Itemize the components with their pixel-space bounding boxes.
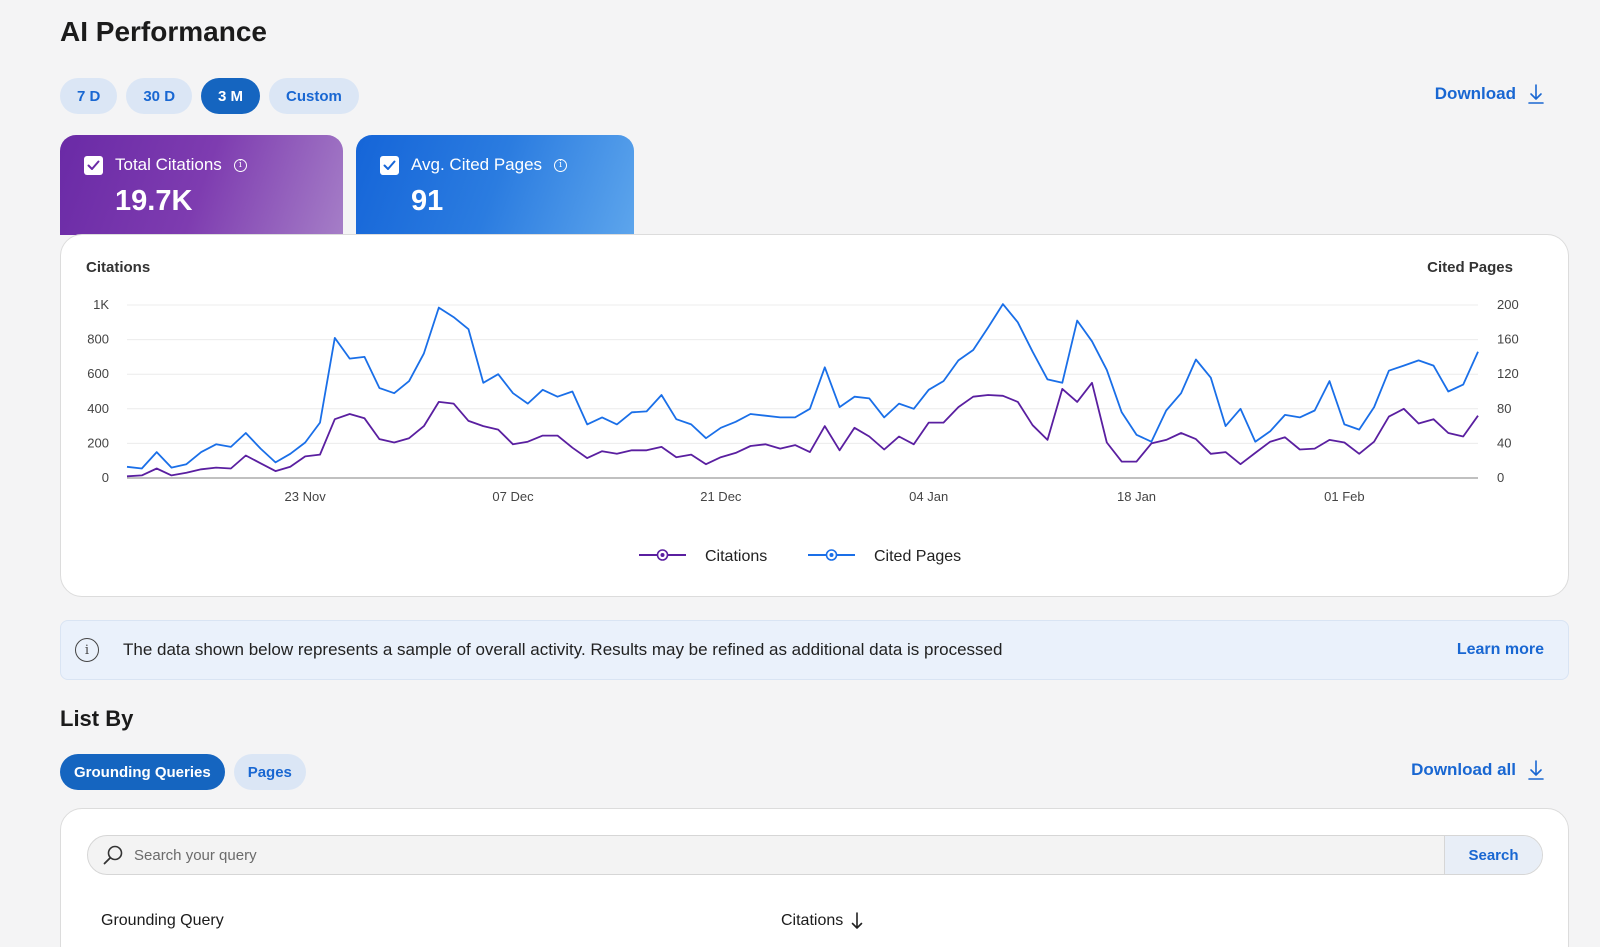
column-label: Grounding Query (101, 912, 224, 929)
search-icon (103, 845, 123, 865)
total-citations-checkbox[interactable] (84, 155, 103, 175)
y-right-tick-label: 0 (1497, 470, 1504, 485)
metric-card-total-citations[interactable]: Total Citations i 19.7K (60, 135, 343, 235)
metric-card-avg-cited-pages[interactable]: Avg. Cited Pages i 91 (356, 135, 634, 235)
y-right-tick-label: 160 (1497, 332, 1519, 347)
search-input[interactable] (134, 836, 1444, 874)
performance-chart: Citations Cited Pages 0 0 200 40 400 80 600 120 80… (86, 259, 1519, 565)
download-all-button[interactable]: Download all (1411, 760, 1544, 780)
info-icon: i (75, 638, 99, 662)
y-right-tick-label: 120 (1497, 366, 1519, 381)
y-left-tick-label: 400 (87, 401, 109, 416)
y-right-tick-label: 80 (1497, 401, 1511, 416)
tab-grounding-queries[interactable]: Grounding Queries (60, 754, 225, 790)
series-line-cited-pages (126, 303, 1479, 470)
y-left-tick-label: 1K (93, 297, 109, 312)
x-tick-label: 07 Dec (492, 489, 534, 504)
range-7d-button[interactable]: 7 D (60, 78, 118, 114)
download-button[interactable]: Download (1435, 84, 1544, 104)
y-left-tick-label: 600 (87, 366, 109, 381)
legend-label-cited-pages: Cited Pages (874, 548, 961, 565)
right-axis-title: Cited Pages (1427, 259, 1513, 276)
avg-cited-pages-checkbox[interactable] (380, 155, 399, 175)
info-icon[interactable]: i (554, 158, 568, 172)
tab-pages[interactable]: Pages (233, 754, 306, 790)
legend-marker-dot-cited-pages (829, 553, 834, 557)
left-axis-title: Citations (86, 259, 150, 276)
download-label: Download (1434, 84, 1516, 103)
learn-more-link[interactable]: Learn more (1456, 641, 1544, 658)
legend-label-citations: Citations (705, 548, 767, 565)
search-bar: Search (87, 835, 1543, 875)
queries-table-card: Search Grounding Query Citations (60, 808, 1569, 947)
page-title: AI Performance (60, 16, 267, 47)
column-header-grounding-query[interactable]: Grounding Query (101, 912, 224, 930)
date-range-selector: 7 D 30 D 3 M Custom (60, 78, 359, 114)
y-left-tick-label: 200 (87, 435, 109, 450)
list-by-title: List By (60, 706, 134, 731)
metric-label: Avg. Cited Pages (411, 155, 543, 174)
x-tick-label: 23 Nov (285, 489, 327, 504)
list-by-tabs: Grounding Queries Pages (60, 754, 306, 790)
x-tick-label: 04 Jan (909, 489, 948, 504)
y-left-tick-label: 800 (87, 332, 109, 347)
y-right-tick-label: 40 (1497, 435, 1511, 450)
metric-value: 91 (411, 185, 444, 217)
notice-text: The data shown below represents a sample… (123, 640, 1003, 659)
y-left-tick-label: 0 (102, 470, 109, 485)
sort-descending-icon (851, 912, 863, 929)
metric-label: Total Citations (115, 155, 222, 174)
range-30d-button[interactable]: 30 D (126, 78, 193, 114)
search-button[interactable]: Search (1444, 836, 1542, 874)
x-tick-label: 18 Jan (1117, 489, 1156, 504)
series-line-citations (126, 381, 1479, 478)
check-icon (383, 160, 396, 170)
legend-marker-dot-citations (660, 553, 665, 557)
metric-value: 19.7K (115, 185, 193, 217)
check-icon (87, 160, 100, 170)
x-tick-label: 01 Feb (1324, 489, 1364, 504)
download-all-label: Download all (1411, 760, 1516, 779)
sample-data-notice: i The data shown below represents a samp… (60, 620, 1569, 680)
download-icon (1528, 760, 1544, 780)
range-custom-button[interactable]: Custom (269, 78, 359, 114)
column-header-citations[interactable]: Citations (781, 912, 863, 930)
y-right-tick-label: 200 (1497, 297, 1519, 312)
performance-chart-card: Citations Cited Pages 0 0 200 40 400 80 600 120 80… (60, 234, 1569, 597)
info-icon[interactable]: i (233, 158, 247, 172)
download-icon (1528, 84, 1544, 104)
range-3m-button[interactable]: 3 M (201, 78, 261, 114)
x-tick-label: 21 Dec (700, 489, 742, 504)
column-label: Citations (781, 912, 844, 929)
